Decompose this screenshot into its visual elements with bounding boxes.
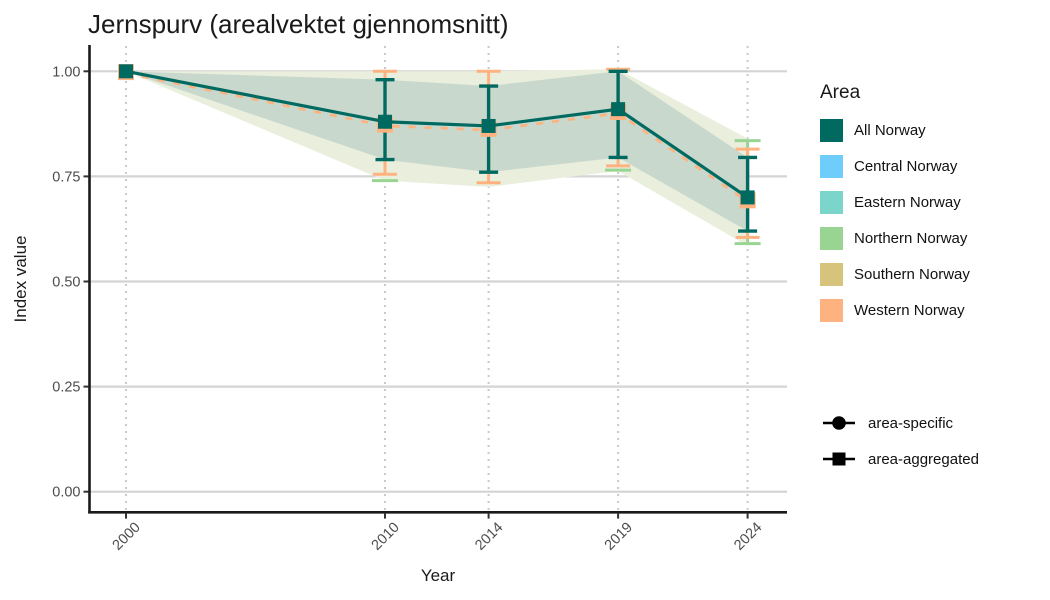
data-point-all-norway bbox=[378, 114, 392, 129]
x-axis-title: Year bbox=[420, 566, 456, 585]
square-point-symbol bbox=[823, 452, 855, 466]
legend-item-label: area-aggregated bbox=[868, 450, 979, 468]
line-western-norway bbox=[125, 72, 749, 203]
legend-item-area-specific: area-specific bbox=[820, 410, 979, 436]
legend-item-label: area-specific bbox=[868, 414, 954, 432]
color-swatch bbox=[820, 299, 843, 322]
legend-item-all-norway: All Norway bbox=[820, 119, 970, 142]
y-tick-label: 0.75 bbox=[52, 169, 80, 185]
legend-shape: area-specific area-aggregated bbox=[820, 410, 979, 482]
x-tick-label: 2010 bbox=[369, 520, 403, 554]
color-swatch bbox=[820, 155, 843, 178]
legend-item-southern-norway: Southern Norway bbox=[820, 263, 970, 286]
color-swatch bbox=[820, 227, 843, 250]
color-swatch bbox=[820, 263, 843, 286]
data-point-all-norway bbox=[740, 190, 755, 205]
legend-area-title: Area bbox=[820, 82, 861, 103]
y-axis-title: Index value bbox=[11, 235, 30, 323]
legend-item-label: Western Norway bbox=[854, 302, 965, 319]
y-tick-label: 1.00 bbox=[52, 64, 80, 80]
data-point-all-norway bbox=[481, 118, 496, 133]
x-tick-label: 2024 bbox=[731, 520, 765, 554]
legend-item-label: Northern Norway bbox=[854, 230, 968, 247]
circle-point-symbol bbox=[823, 416, 855, 430]
legend-item-eastern-norway: Eastern Norway bbox=[820, 191, 970, 214]
legend-area: Area All Norway Central Norway Eastern N… bbox=[820, 81, 970, 335]
color-swatch bbox=[820, 191, 843, 214]
legend-item-label: Southern Norway bbox=[854, 266, 970, 283]
x-tick-label: 2000 bbox=[110, 520, 144, 554]
legend-item-northern-norway: Northern Norway bbox=[820, 227, 970, 250]
y-tick-label: 0.25 bbox=[52, 380, 80, 396]
x-tick-label: 2014 bbox=[472, 520, 506, 554]
data-point-all-norway bbox=[119, 64, 133, 79]
legend-item-label: Central Norway bbox=[854, 158, 958, 175]
legend-item-area-aggregated: area-aggregated bbox=[820, 446, 979, 472]
data-point-all-norway bbox=[611, 102, 626, 117]
y-tick-label: 0.50 bbox=[52, 275, 80, 291]
legend-item-label: All Norway bbox=[854, 122, 926, 139]
x-tick-label: 2019 bbox=[602, 520, 636, 554]
color-swatch bbox=[820, 119, 843, 142]
y-tick-label: 0.00 bbox=[52, 485, 80, 501]
legend-item-central-norway: Central Norway bbox=[820, 155, 970, 178]
chart-title: Jernspurv (arealvektet gjennomsnitt) bbox=[88, 9, 509, 39]
legend-item-label: Eastern Norway bbox=[854, 194, 961, 211]
legend-item-western-norway: Western Norway bbox=[820, 299, 970, 322]
